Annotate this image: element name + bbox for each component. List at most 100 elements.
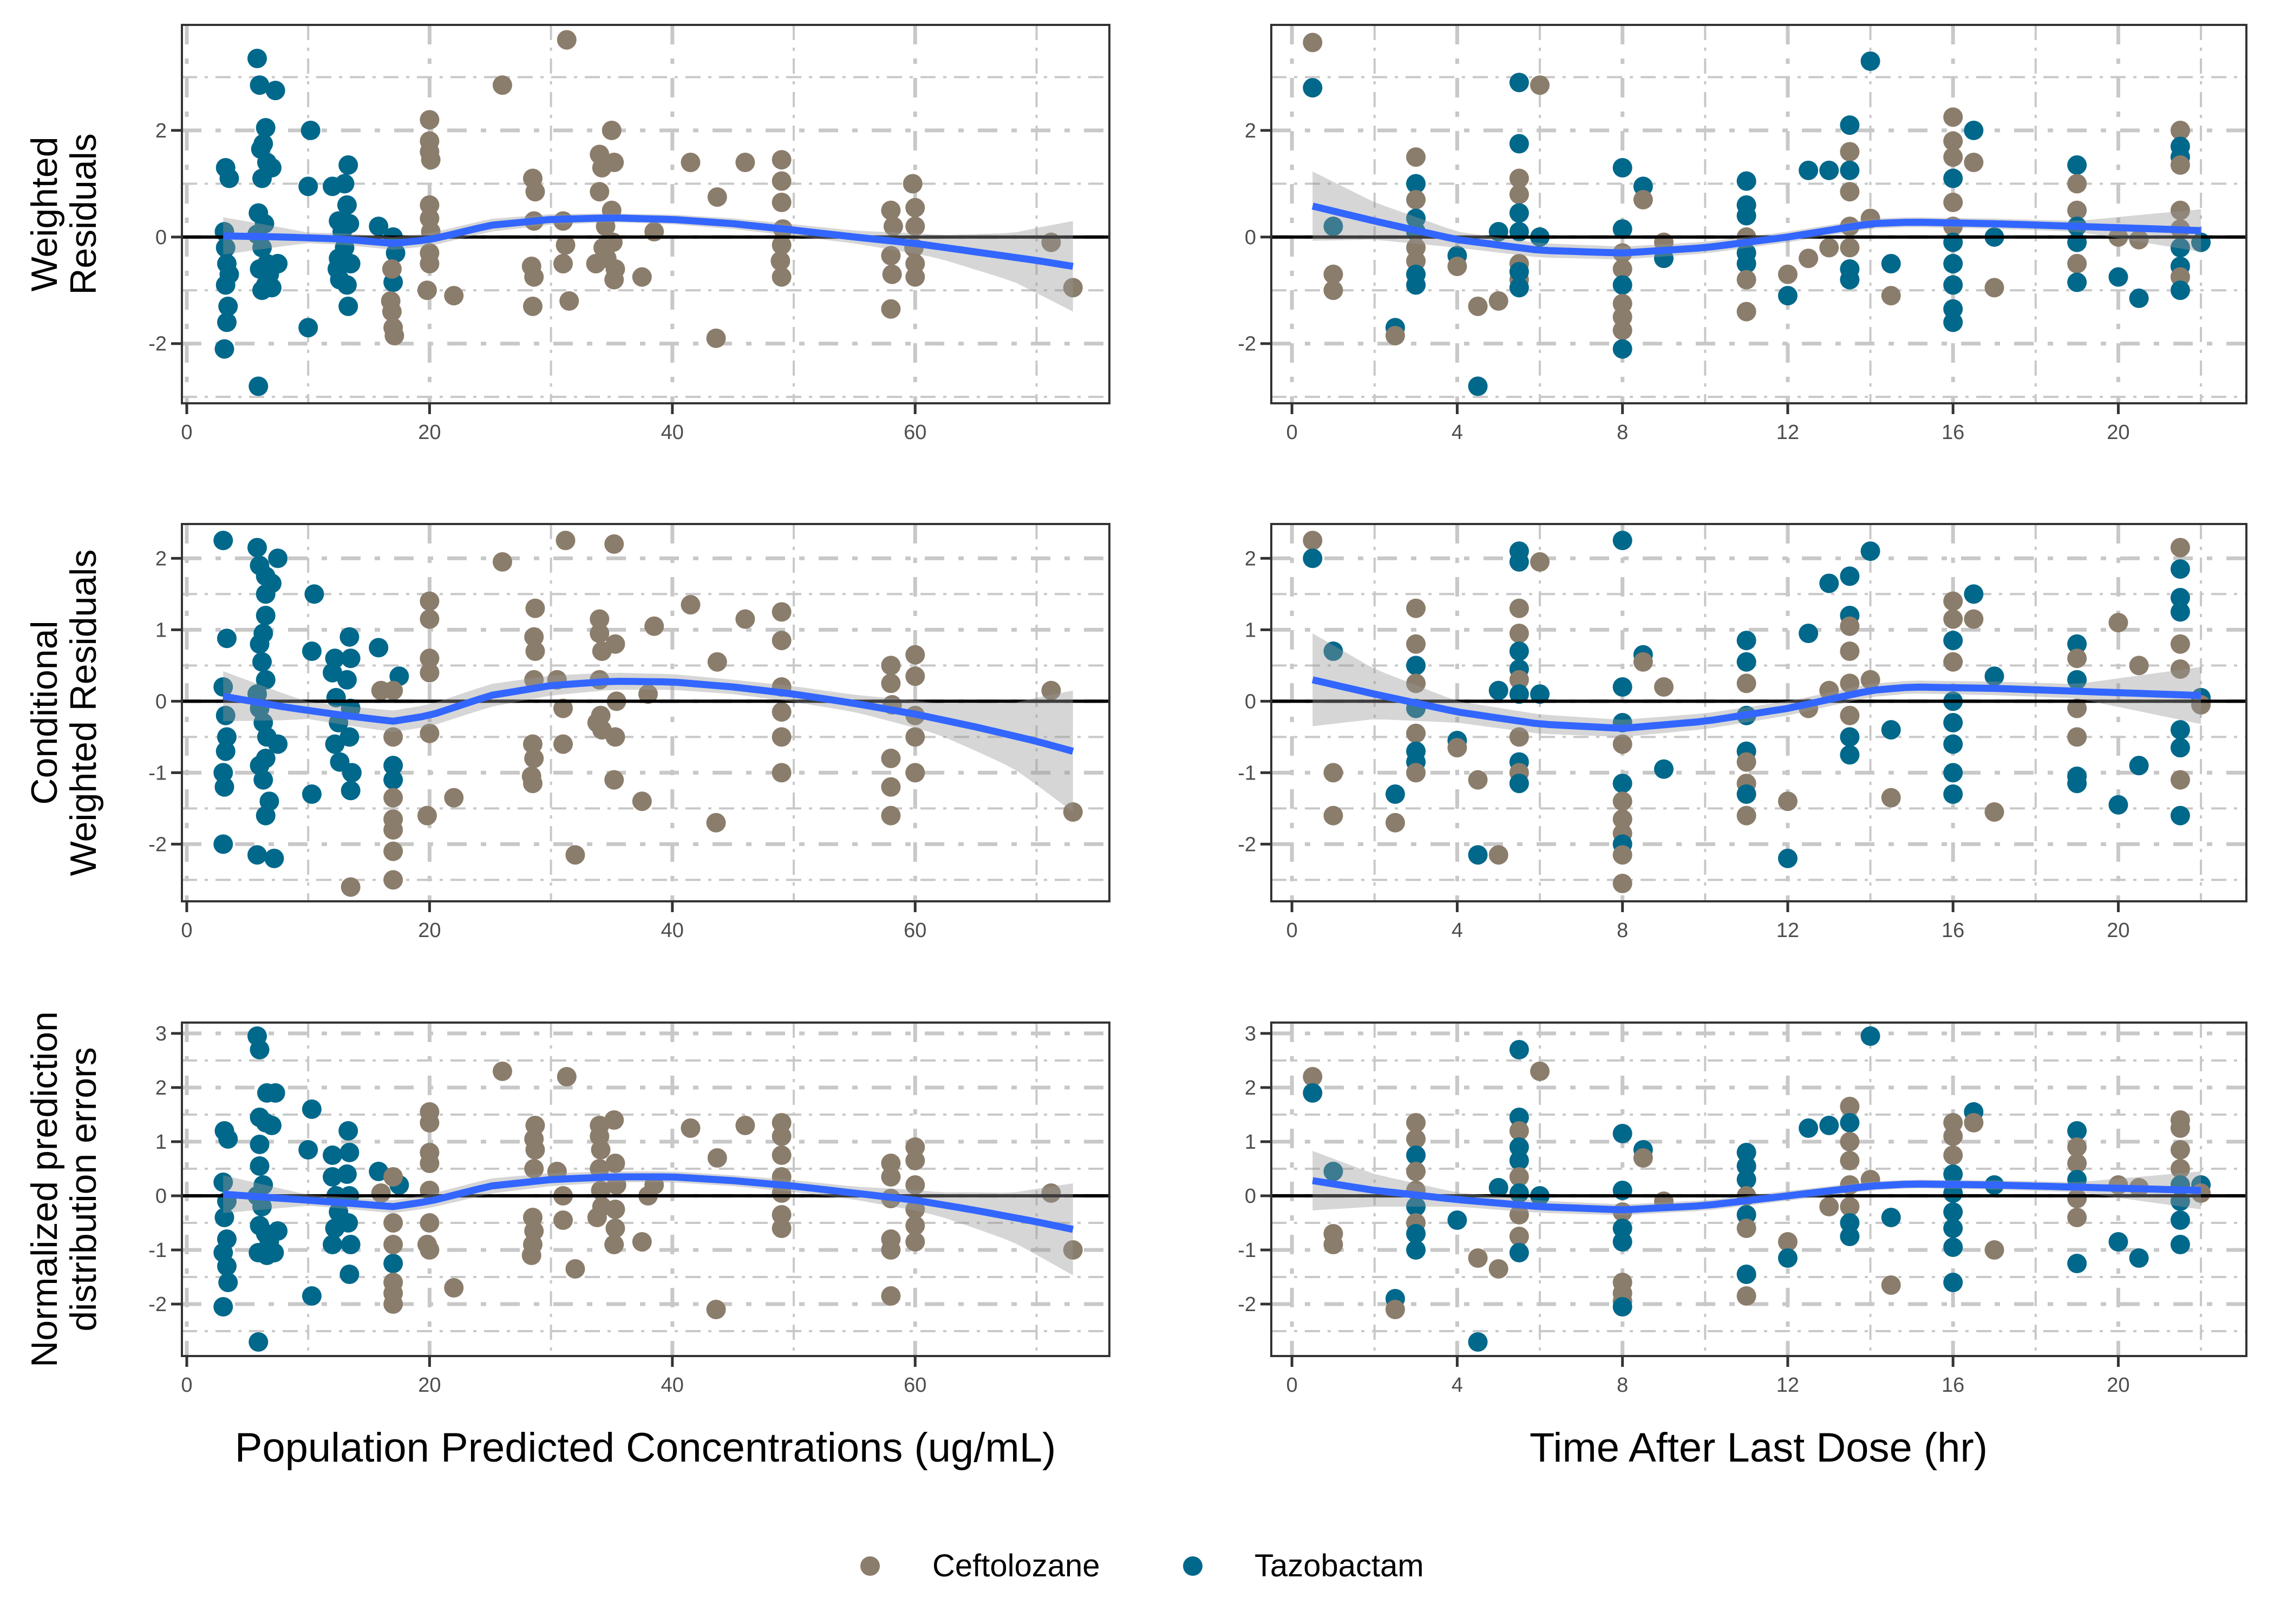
- x-tick-label: 4: [1452, 1374, 1463, 1397]
- point-ceftolozane: [524, 267, 544, 287]
- point-ceftolozane: [524, 627, 544, 647]
- point-ceftolozane: [2170, 538, 2190, 558]
- point-ceftolozane: [492, 552, 512, 572]
- point-ceftolozane: [1406, 598, 1426, 618]
- point-tazobactam: [264, 848, 284, 868]
- point-tazobactam: [1943, 734, 1963, 754]
- point-ceftolozane: [420, 195, 440, 215]
- x-tick-label: 20: [2107, 919, 2129, 942]
- point-ceftolozane: [881, 200, 901, 220]
- point-ceftolozane: [1468, 770, 1488, 790]
- x-tick-label: 16: [1942, 1374, 1964, 1397]
- point-ceftolozane: [2129, 230, 2149, 250]
- point-ceftolozane: [1509, 168, 1529, 188]
- point-ceftolozane: [604, 1110, 624, 1130]
- loess-smooth-line: [1311, 202, 2201, 257]
- point-tazobactam: [1943, 275, 1963, 295]
- y-tick-label: 2: [155, 1077, 167, 1099]
- point-tazobactam: [369, 638, 389, 658]
- point-tazobactam: [217, 1256, 237, 1276]
- point-ceftolozane: [1303, 531, 1323, 551]
- point-ceftolozane: [1964, 609, 1984, 629]
- y-tick-label: -1: [148, 762, 167, 784]
- x-tick-label: 60: [904, 421, 926, 444]
- point-ceftolozane: [772, 235, 792, 255]
- y-tick-label: -2: [1238, 333, 1256, 356]
- x-tick-label: 0: [181, 919, 192, 942]
- point-tazobactam: [2108, 795, 2128, 815]
- point-ceftolozane: [383, 1294, 403, 1314]
- point-ceftolozane: [1509, 623, 1529, 643]
- point-ceftolozane: [706, 813, 726, 833]
- point-ceftolozane: [417, 806, 437, 826]
- panel-row1-left: 0 20 40 60 -2 -1 0 1 2: [148, 523, 1110, 942]
- point-ceftolozane: [1840, 673, 1860, 693]
- point-ceftolozane: [772, 631, 792, 651]
- point-tazobactam: [1509, 1040, 1529, 1059]
- point-tazobactam: [1943, 712, 1963, 732]
- point-ceftolozane: [772, 763, 792, 783]
- point-tazobactam: [1612, 339, 1632, 359]
- point-tazobactam: [1509, 641, 1529, 661]
- point-ceftolozane: [1063, 278, 1083, 298]
- y-tick-label: -1: [1238, 762, 1256, 784]
- point-tazobactam: [339, 214, 360, 234]
- point-ceftolozane: [1612, 845, 1632, 865]
- y-tick-label: 0: [155, 226, 167, 249]
- x-tick-label: 0: [1286, 421, 1298, 444]
- point-ceftolozane: [1819, 1197, 1839, 1216]
- point-ceftolozane: [1736, 270, 1756, 290]
- point-tazobactam: [215, 741, 236, 761]
- point-tazobactam: [1778, 1248, 1798, 1268]
- point-ceftolozane: [524, 748, 544, 768]
- point-ceftolozane: [522, 296, 543, 316]
- point-tazobactam: [325, 734, 345, 754]
- point-tazobactam: [1612, 677, 1632, 697]
- point-tazobactam: [1612, 1232, 1632, 1252]
- y-tick-label: 2: [1245, 120, 1256, 142]
- point-tazobactam: [1612, 1297, 1632, 1317]
- point-ceftolozane: [2067, 1154, 2087, 1173]
- x-tick-label: 0: [181, 421, 192, 444]
- point-tazobactam: [1509, 134, 1529, 154]
- point-ceftolozane: [383, 820, 403, 840]
- y-tick-label: 2: [1245, 1077, 1256, 1099]
- point-ceftolozane: [553, 698, 573, 718]
- panel-border: [1270, 1021, 2247, 1357]
- point-tazobactam: [1612, 219, 1632, 239]
- point-tazobactam: [1406, 275, 1426, 295]
- point-ceftolozane: [2170, 155, 2190, 175]
- point-tazobactam: [1323, 217, 1343, 237]
- point-ceftolozane: [1840, 182, 1860, 202]
- point-tazobactam: [1840, 160, 1860, 180]
- point-ceftolozane: [707, 652, 727, 672]
- point-tazobactam: [1840, 1213, 1860, 1233]
- point-ceftolozane: [1819, 238, 1839, 258]
- x-tick-label: 8: [1617, 919, 1628, 942]
- point-ceftolozane: [590, 182, 610, 202]
- point-ceftolozane: [1406, 1113, 1426, 1132]
- point-tazobactam: [250, 75, 270, 95]
- point-tazobactam: [1943, 1183, 1963, 1203]
- point-tazobactam: [1943, 254, 1963, 274]
- point-ceftolozane: [605, 1200, 625, 1219]
- x-tick-label: 60: [904, 1374, 926, 1397]
- legend-label-ceftolozane: Ceftolozane: [932, 1548, 1100, 1583]
- point-ceftolozane: [444, 286, 464, 306]
- point-ceftolozane: [1530, 75, 1550, 95]
- point-ceftolozane: [521, 1246, 541, 1265]
- point-ceftolozane: [772, 1113, 792, 1132]
- point-tazobactam: [214, 1208, 234, 1227]
- point-tazobactam: [1509, 1151, 1529, 1170]
- point-ceftolozane: [2170, 659, 2190, 679]
- point-ceftolozane: [632, 267, 652, 287]
- point-tazobactam: [1509, 1137, 1529, 1157]
- point-tazobactam: [383, 1254, 403, 1273]
- point-ceftolozane: [383, 1213, 403, 1233]
- point-tazobactam: [215, 705, 236, 725]
- point-ceftolozane: [383, 870, 403, 890]
- point-tazobactam: [302, 641, 322, 661]
- panel-border: [181, 523, 1110, 902]
- point-ceftolozane: [1840, 1132, 1860, 1151]
